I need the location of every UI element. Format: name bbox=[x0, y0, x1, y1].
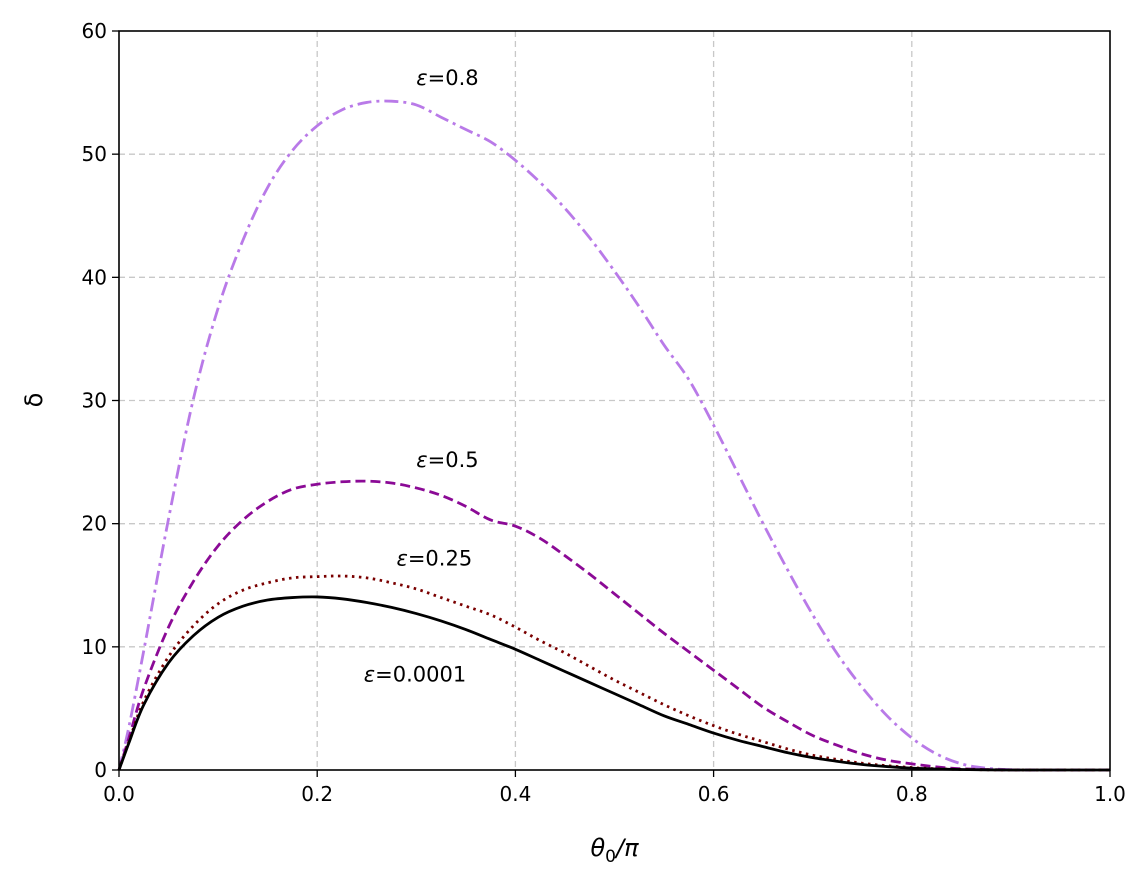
series-annotations: ε=0.8 ε=0.5 ε=0.25 ε=0.0001 bbox=[364, 66, 479, 686]
plot-series bbox=[117, 99, 1110, 772]
x-tick-label: 0.6 bbox=[698, 782, 730, 806]
series-line-1 bbox=[117, 479, 1110, 772]
y-tick-label: 40 bbox=[82, 265, 107, 289]
x-tick-label: 0.2 bbox=[301, 782, 333, 806]
x-tick-label: 0.8 bbox=[896, 782, 928, 806]
x-axis-label-subscript: 0 bbox=[605, 847, 616, 867]
y-tick-label: 60 bbox=[82, 19, 107, 43]
series-line-3 bbox=[117, 595, 1110, 772]
y-tick-label: 50 bbox=[82, 142, 107, 166]
series-line-0 bbox=[117, 99, 1110, 772]
x-tick-label: 0.0 bbox=[103, 782, 135, 806]
series-line-2 bbox=[117, 574, 1110, 772]
y-tick-label: 10 bbox=[82, 635, 107, 659]
x-axis-label-main: θ bbox=[590, 834, 605, 862]
x-axis-label: θ0/π bbox=[590, 834, 639, 867]
series-label-1: ε=0.5 bbox=[416, 448, 478, 472]
x-tick-label: 0.4 bbox=[499, 782, 531, 806]
series-label-0: ε=0.8 bbox=[416, 66, 478, 90]
y-tick-label: 20 bbox=[82, 512, 107, 536]
series-label-3: ε=0.0001 bbox=[364, 662, 466, 686]
y-tick-label: 0 bbox=[94, 758, 107, 782]
grid-lines bbox=[119, 31, 1110, 770]
series-label-2: ε=0.25 bbox=[396, 547, 472, 571]
x-tick-label: 1.0 bbox=[1094, 782, 1126, 806]
axis-ticks: 0.0 0.2 0.4 0.6 0.8 1.0 0 10 20 30 40 50 60 bbox=[82, 19, 1126, 806]
x-axis-label-rest: /π bbox=[614, 834, 639, 862]
y-axis-label: δ bbox=[20, 393, 48, 408]
y-tick-label: 30 bbox=[82, 389, 107, 413]
